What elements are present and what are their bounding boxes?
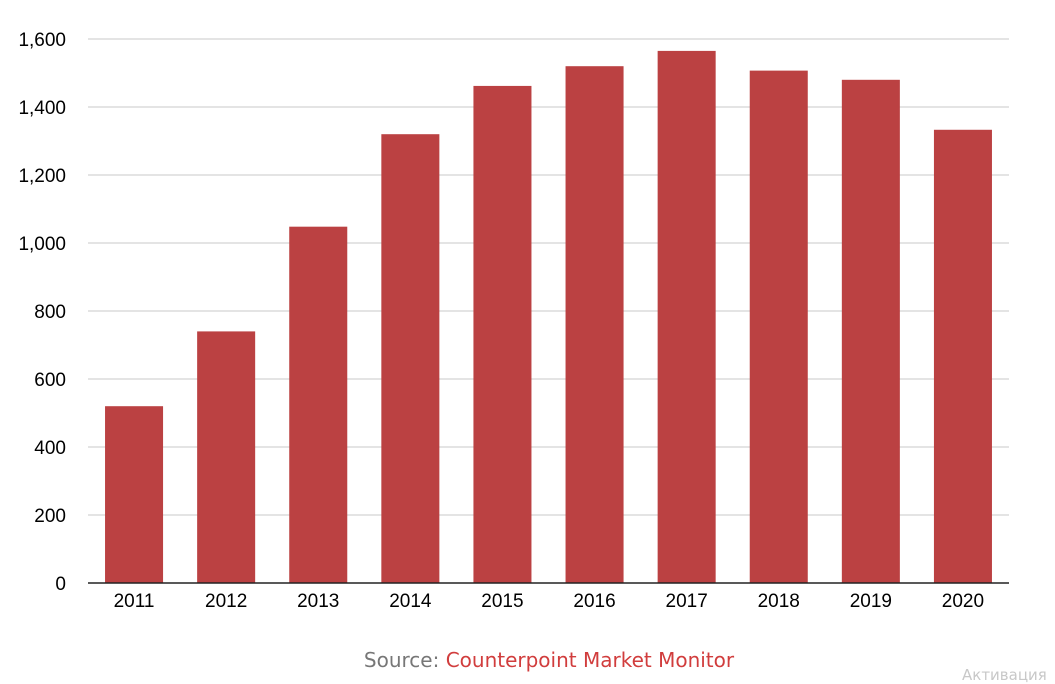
bar-2015 [473, 85, 532, 584]
bars [105, 50, 992, 584]
x-tick-label: 2020 [942, 591, 984, 612]
bar-2019 [841, 79, 900, 584]
y-tick-label: 1,600 [18, 30, 66, 51]
bar-2017 [657, 50, 716, 583]
x-tick-label: 2015 [481, 591, 523, 612]
source-prefix: Source: [363, 648, 440, 672]
y-tick-label: 200 [34, 506, 66, 527]
source-name: Counterpoint Market Monitor [445, 648, 735, 672]
x-tick-label: 2014 [389, 591, 432, 612]
x-tick-label: 2016 [573, 591, 615, 612]
y-tick-label: 400 [34, 438, 66, 459]
x-tick-label: 2012 [205, 591, 247, 612]
bar-2012 [197, 331, 256, 583]
bar-2013 [289, 226, 348, 583]
x-tick-label: 2018 [758, 591, 800, 612]
y-tick-label: 600 [34, 370, 66, 391]
bar-2020 [933, 129, 992, 583]
source-note: Source: Counterpoint Market Monitor [0, 648, 1055, 672]
y-tick-label: 1,200 [18, 166, 66, 187]
x-axis-tick-labels: 2011 2012 2013 2014 2015 2016 2017 2018 2019 2020 [114, 591, 984, 612]
x-tick-label: 2011 [114, 591, 155, 612]
y-tick-label: 1,000 [18, 234, 66, 255]
x-tick-label: 2013 [297, 591, 339, 612]
bar-2011 [105, 406, 164, 583]
y-tick-label: 1,400 [18, 98, 66, 119]
y-axis-tick-labels: 0 200 400 600 800 1,000 1,200 1,400 1,600 [18, 30, 66, 595]
bar-2018 [749, 70, 808, 584]
bar-2014 [381, 134, 440, 583]
x-tick-label: 2019 [850, 591, 892, 612]
y-tick-label: 0 [55, 574, 66, 595]
x-tick-label: 2017 [666, 591, 708, 612]
watermark-text: Активация [962, 666, 1047, 684]
bar-2016 [565, 66, 624, 583]
y-tick-label: 800 [34, 302, 66, 323]
